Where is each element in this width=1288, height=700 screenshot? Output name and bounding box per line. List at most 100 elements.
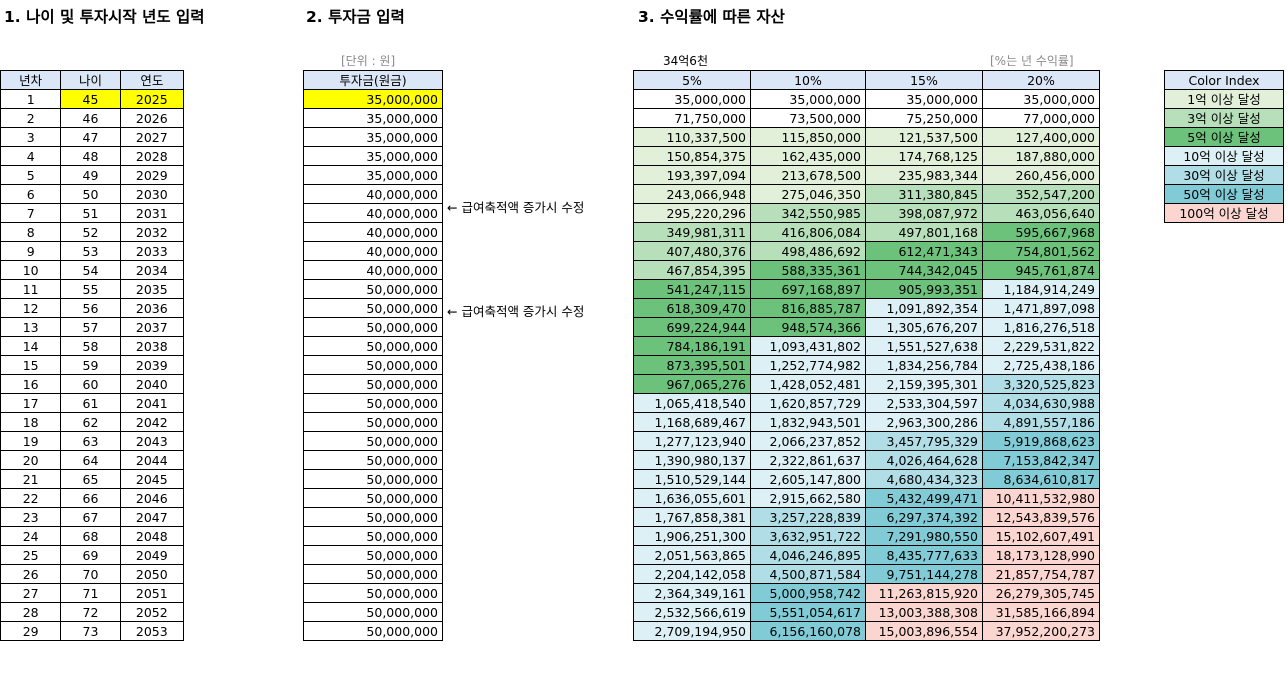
asset-cell-20[interactable]: 260,456,000 xyxy=(983,166,1100,185)
asset-cell-5[interactable]: 193,397,094 xyxy=(634,166,751,185)
year-index-cell[interactable]: 13 xyxy=(1,318,61,337)
year-index-cell[interactable]: 5 xyxy=(1,166,61,185)
asset-cell-10[interactable]: 162,435,000 xyxy=(751,147,866,166)
principal-cell[interactable]: 50,000,000 xyxy=(304,584,443,603)
asset-cell-15[interactable]: 11,263,815,920 xyxy=(866,584,983,603)
year-index-cell[interactable]: 7 xyxy=(1,204,61,223)
age-cell[interactable]: 58 xyxy=(61,337,120,356)
principal-cell[interactable]: 50,000,000 xyxy=(304,527,443,546)
asset-cell-15[interactable]: 1,551,527,638 xyxy=(866,337,983,356)
principal-cell[interactable]: 50,000,000 xyxy=(304,508,443,527)
asset-cell-15[interactable]: 235,983,344 xyxy=(866,166,983,185)
year-cell[interactable]: 2045 xyxy=(120,470,183,489)
year-cell[interactable]: 2052 xyxy=(120,603,183,622)
age-cell[interactable]: 70 xyxy=(61,565,120,584)
year-index-cell[interactable]: 1 xyxy=(1,90,61,109)
asset-cell-15[interactable]: 5,432,499,471 xyxy=(866,489,983,508)
year-index-cell[interactable]: 11 xyxy=(1,280,61,299)
asset-cell-10[interactable]: 948,574,366 xyxy=(751,318,866,337)
asset-cell-5[interactable]: 295,220,296 xyxy=(634,204,751,223)
year-index-cell[interactable]: 12 xyxy=(1,299,61,318)
asset-cell-5[interactable]: 1,510,529,144 xyxy=(634,470,751,489)
year-index-cell[interactable]: 27 xyxy=(1,584,61,603)
year-index-cell[interactable]: 6 xyxy=(1,185,61,204)
asset-cell-20[interactable]: 7,153,842,347 xyxy=(983,451,1100,470)
year-cell[interactable]: 2041 xyxy=(120,394,183,413)
year-index-cell[interactable]: 16 xyxy=(1,375,61,394)
year-index-cell[interactable]: 19 xyxy=(1,432,61,451)
age-cell[interactable]: 54 xyxy=(61,261,120,280)
asset-cell-15[interactable]: 174,768,125 xyxy=(866,147,983,166)
asset-cell-10[interactable]: 2,915,662,580 xyxy=(751,489,866,508)
year-index-cell[interactable]: 24 xyxy=(1,527,61,546)
principal-cell[interactable]: 50,000,000 xyxy=(304,356,443,375)
asset-cell-5[interactable]: 407,480,376 xyxy=(634,242,751,261)
asset-cell-20[interactable]: 187,880,000 xyxy=(983,147,1100,166)
asset-cell-10[interactable]: 498,486,692 xyxy=(751,242,866,261)
asset-cell-15[interactable]: 121,537,500 xyxy=(866,128,983,147)
principal-cell[interactable]: 40,000,000 xyxy=(304,261,443,280)
age-cell[interactable]: 59 xyxy=(61,356,120,375)
asset-cell-20[interactable]: 1,471,897,098 xyxy=(983,299,1100,318)
asset-cell-20[interactable]: 12,543,839,576 xyxy=(983,508,1100,527)
year-index-cell[interactable]: 4 xyxy=(1,147,61,166)
age-cell[interactable]: 67 xyxy=(61,508,120,527)
asset-cell-5[interactable]: 784,186,191 xyxy=(634,337,751,356)
year-cell[interactable]: 2039 xyxy=(120,356,183,375)
principal-cell[interactable]: 40,000,000 xyxy=(304,204,443,223)
asset-cell-20[interactable]: 37,952,200,273 xyxy=(983,622,1100,641)
year-cell[interactable]: 2040 xyxy=(120,375,183,394)
asset-cell-10[interactable]: 6,156,160,078 xyxy=(751,622,866,641)
principal-cell[interactable]: 50,000,000 xyxy=(304,546,443,565)
asset-cell-10[interactable]: 4,046,246,895 xyxy=(751,546,866,565)
year-index-cell[interactable]: 18 xyxy=(1,413,61,432)
year-cell[interactable]: 2027 xyxy=(120,128,183,147)
age-cell[interactable]: 72 xyxy=(61,603,120,622)
age-cell[interactable]: 64 xyxy=(61,451,120,470)
asset-cell-5[interactable]: 1,636,055,601 xyxy=(634,489,751,508)
asset-cell-15[interactable]: 8,435,777,633 xyxy=(866,546,983,565)
asset-cell-20[interactable]: 2,229,531,822 xyxy=(983,337,1100,356)
asset-cell-10[interactable]: 2,605,147,800 xyxy=(751,470,866,489)
asset-cell-20[interactable]: 10,411,532,980 xyxy=(983,489,1100,508)
principal-cell[interactable]: 50,000,000 xyxy=(304,603,443,622)
asset-cell-5[interactable]: 2,709,194,950 xyxy=(634,622,751,641)
principal-cell[interactable]: 40,000,000 xyxy=(304,242,443,261)
principal-cell[interactable]: 50,000,000 xyxy=(304,280,443,299)
asset-cell-15[interactable]: 497,801,168 xyxy=(866,223,983,242)
principal-cell[interactable]: 50,000,000 xyxy=(304,318,443,337)
year-cell[interactable]: 2050 xyxy=(120,565,183,584)
asset-cell-5[interactable]: 467,854,395 xyxy=(634,261,751,280)
asset-cell-5[interactable]: 2,204,142,058 xyxy=(634,565,751,584)
asset-cell-15[interactable]: 3,457,795,329 xyxy=(866,432,983,451)
asset-cell-20[interactable]: 8,634,610,817 xyxy=(983,470,1100,489)
asset-cell-10[interactable]: 3,257,228,839 xyxy=(751,508,866,527)
asset-cell-20[interactable]: 754,801,562 xyxy=(983,242,1100,261)
year-cell[interactable]: 2028 xyxy=(120,147,183,166)
asset-cell-5[interactable]: 110,337,500 xyxy=(634,128,751,147)
principal-cell[interactable]: 50,000,000 xyxy=(304,489,443,508)
age-cell[interactable]: 45 xyxy=(61,90,120,109)
principal-cell[interactable]: 35,000,000 xyxy=(304,90,443,109)
year-index-cell[interactable]: 21 xyxy=(1,470,61,489)
asset-cell-15[interactable]: 905,993,351 xyxy=(866,280,983,299)
principal-cell[interactable]: 50,000,000 xyxy=(304,394,443,413)
asset-cell-10[interactable]: 3,632,951,722 xyxy=(751,527,866,546)
age-cell[interactable]: 49 xyxy=(61,166,120,185)
asset-cell-20[interactable]: 31,585,166,894 xyxy=(983,603,1100,622)
year-cell[interactable]: 2033 xyxy=(120,242,183,261)
principal-cell[interactable]: 35,000,000 xyxy=(304,147,443,166)
asset-cell-20[interactable]: 26,279,305,745 xyxy=(983,584,1100,603)
year-cell[interactable]: 2029 xyxy=(120,166,183,185)
age-cell[interactable]: 53 xyxy=(61,242,120,261)
year-index-cell[interactable]: 8 xyxy=(1,223,61,242)
principal-cell[interactable]: 50,000,000 xyxy=(304,565,443,584)
asset-cell-10[interactable]: 588,335,361 xyxy=(751,261,866,280)
asset-cell-20[interactable]: 5,919,868,623 xyxy=(983,432,1100,451)
asset-cell-5[interactable]: 349,981,311 xyxy=(634,223,751,242)
asset-cell-15[interactable]: 398,087,972 xyxy=(866,204,983,223)
asset-cell-15[interactable]: 6,297,374,392 xyxy=(866,508,983,527)
asset-cell-5[interactable]: 1,906,251,300 xyxy=(634,527,751,546)
year-index-cell[interactable]: 10 xyxy=(1,261,61,280)
asset-cell-10[interactable]: 5,000,958,742 xyxy=(751,584,866,603)
